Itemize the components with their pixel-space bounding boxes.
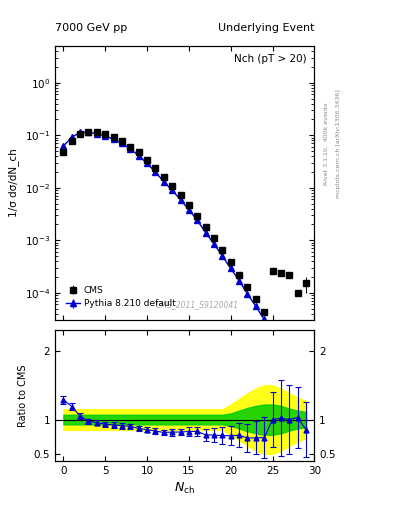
Y-axis label: Ratio to CMS: Ratio to CMS xyxy=(18,365,28,427)
Text: Nch (pT > 20): Nch (pT > 20) xyxy=(234,54,307,65)
Text: 7000 GeV pp: 7000 GeV pp xyxy=(55,23,127,33)
Text: Rivet 3.1.10,  400k events: Rivet 3.1.10, 400k events xyxy=(324,102,329,185)
Text: CMS_2011_S9120041: CMS_2011_S9120041 xyxy=(156,300,239,309)
X-axis label: $N_\mathrm{ch}$: $N_\mathrm{ch}$ xyxy=(174,481,195,496)
Text: mcplots.cern.ch [arXiv:1306.3436]: mcplots.cern.ch [arXiv:1306.3436] xyxy=(336,89,341,198)
Legend: CMS, Pythia 8.210 default: CMS, Pythia 8.210 default xyxy=(63,282,179,312)
Y-axis label: 1/σ dσ/dN_ch: 1/σ dσ/dN_ch xyxy=(8,149,19,218)
Text: Underlying Event: Underlying Event xyxy=(218,23,314,33)
